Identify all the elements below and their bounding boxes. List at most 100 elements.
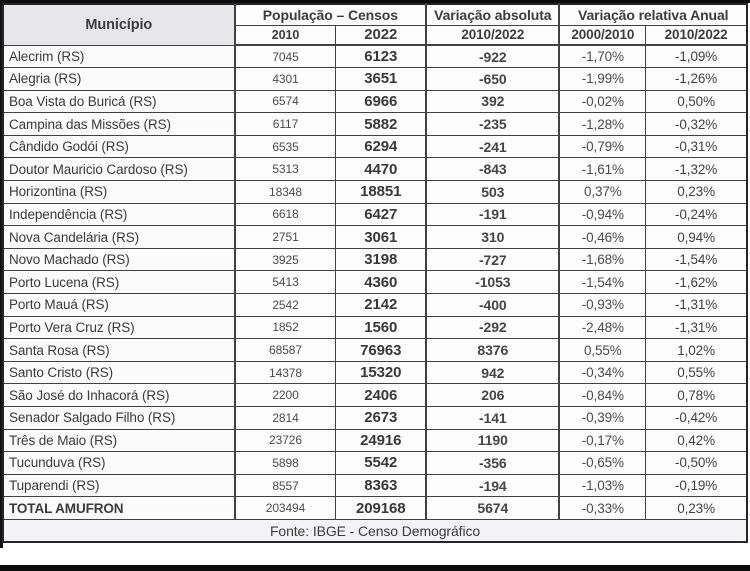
cell-pop-2022: 6427 <box>335 202 427 227</box>
cell-pop-2022: 6123 <box>335 44 427 69</box>
table-row: Campina das Missões (RS) 6117 5882 -235 -1,2… <box>2 112 748 136</box>
cell-var-rel-2000-2010: -0,79% <box>558 134 647 159</box>
cell-municipio: Senador Salgado Filho (RS) <box>2 406 236 430</box>
cell-var-absoluta: -1053 <box>425 270 560 295</box>
cell-var-rel-2000-2010: -0,39% <box>558 406 647 430</box>
cell-pop-2022: 209168 <box>335 496 427 520</box>
cell-var-rel-2000-2010: -1,28% <box>558 112 647 136</box>
cell-var-rel-2010-2022: -0,19% <box>645 473 748 498</box>
cell-var-absoluta: -292 <box>425 315 560 340</box>
table-row: Três de Maio (RS) 23726 24916 1190 -0,17% 0,4… <box>2 428 748 453</box>
cell-var-absoluta: 8376 <box>425 338 560 362</box>
table-footer: Fonte: IBGE - Censo Demográfico <box>2 518 748 543</box>
cell-var-rel-2000-2010: -0,94% <box>558 202 647 227</box>
cell-pop-2010: 68587 <box>233 338 337 362</box>
cell-pop-2022: 8363 <box>335 473 427 498</box>
cell-var-rel-2000-2010: -0,93% <box>558 293 647 317</box>
table-row: São José do Inhacorá (RS) 2200 2406 206 -0,8… <box>2 383 748 407</box>
table-row: Santo Cristo (RS) 14378 15320 942 -0,34% 0,55… <box>2 360 748 385</box>
cell-var-rel-2000-2010: -0,34% <box>558 360 647 385</box>
table-row: Novo Machado (RS) 3925 3198 -727 -1,68% -1,54… <box>2 247 748 272</box>
total-row: TOTAL AMUFRON 203494 209168 5674 -0,33% 0,23% <box>2 496 748 520</box>
cell-municipio: TOTAL AMUFRON <box>2 496 236 520</box>
table-body: Alecrim (RS) 7045 6123 -922 -1,70% -1,09% Aleg… <box>2 44 748 520</box>
header-vr-2010-2022: 2010/2022 <box>645 24 748 46</box>
cell-var-rel-2010-2022: -1,09% <box>645 44 748 69</box>
cell-var-absoluta: -141 <box>425 406 560 430</box>
cell-var-rel-2010-2022: 0,50% <box>645 89 748 114</box>
source-row: Fonte: IBGE - Censo Demográfico <box>2 518 748 543</box>
header-year-2010: 2010 <box>233 24 337 46</box>
cell-var-absoluta: -922 <box>425 44 560 69</box>
cell-var-rel-2010-2022: -0,32% <box>645 112 748 136</box>
cell-var-absoluta: 310 <box>425 225 560 249</box>
source-note: Fonte: IBGE - Censo Demográfico <box>2 518 748 543</box>
cell-var-rel-2000-2010: -1,99% <box>558 67 647 91</box>
cell-pop-2022: 2142 <box>335 293 427 317</box>
cell-municipio: São José do Inhacorá (RS) <box>2 383 236 407</box>
cell-municipio: Santa Rosa (RS) <box>2 338 236 362</box>
cell-pop-2010: 4301 <box>233 67 337 91</box>
cell-var-absoluta: 206 <box>425 383 560 407</box>
cell-pop-2022: 1560 <box>335 315 427 340</box>
table-row: Porto Lucena (RS) 5413 4360 -1053 -1,54% -1,6… <box>2 270 748 295</box>
cell-pop-2022: 76963 <box>335 338 427 362</box>
cell-var-rel-2010-2022: -0,31% <box>645 134 748 159</box>
cell-pop-2010: 18348 <box>233 180 337 204</box>
cell-var-rel-2010-2022: -1,32% <box>645 157 748 182</box>
cell-var-rel-2010-2022: -1,62% <box>645 270 748 295</box>
table-row: Tuparendi (RS) 8557 8363 -194 -1,03% -0,19% <box>2 473 748 498</box>
header-group-row: Município População – Censos Variação ab… <box>2 3 748 46</box>
table-row: Horizontina (RS) 18348 18851 503 0,37% 0,23% <box>2 180 748 204</box>
cell-var-rel-2010-2022: -1,54% <box>645 247 748 272</box>
cell-var-rel-2010-2022: -1,26% <box>645 67 748 91</box>
cell-var-absoluta: 1190 <box>425 428 560 453</box>
header-vr-2000-2010: 2000/2010 <box>558 24 647 46</box>
table-header: Município População – Censos Variação ab… <box>2 3 748 46</box>
cell-var-rel-2010-2022: -1,31% <box>645 293 748 317</box>
cell-pop-2022: 2673 <box>335 406 427 430</box>
table-row: Alegria (RS) 4301 3651 -650 -1,99% -1,26% <box>2 67 748 91</box>
cell-pop-2022: 5542 <box>335 451 427 475</box>
cell-municipio: Independência (RS) <box>2 202 236 227</box>
cell-pop-2022: 4360 <box>335 270 427 295</box>
cell-pop-2010: 6535 <box>233 134 337 159</box>
cell-var-rel-2010-2022: -0,42% <box>645 406 748 430</box>
cell-pop-2010: 6618 <box>233 202 337 227</box>
cell-municipio: Alegria (RS) <box>2 67 236 91</box>
cell-pop-2022: 15320 <box>335 360 427 385</box>
cell-pop-2022: 2406 <box>335 383 427 407</box>
cell-pop-2010: 5898 <box>233 451 337 475</box>
cell-municipio: Campina das Missões (RS) <box>2 112 236 136</box>
cell-municipio: Boa Vista do Buricá (RS) <box>2 89 236 114</box>
cell-var-absoluta: -241 <box>425 134 560 159</box>
cell-var-rel-2000-2010: -0,33% <box>558 496 647 520</box>
cell-pop-2010: 2751 <box>233 225 337 249</box>
cell-var-absoluta: -727 <box>425 247 560 272</box>
cell-municipio: Santo Cristo (RS) <box>2 360 236 385</box>
cell-var-absoluta: -356 <box>425 451 560 475</box>
cell-municipio: Cândido Godói (RS) <box>2 134 236 159</box>
cell-var-rel-2010-2022: 0,42% <box>645 428 748 453</box>
cell-municipio: Alecrim (RS) <box>2 44 236 69</box>
cell-var-rel-2000-2010: -1,70% <box>558 44 647 69</box>
cell-var-rel-2000-2010: -1,68% <box>558 247 647 272</box>
table-row: Alecrim (RS) 7045 6123 -922 -1,70% -1,09% <box>2 44 748 69</box>
cell-pop-2022: 6294 <box>335 134 427 159</box>
cell-municipio: Doutor Mauricio Cardoso (RS) <box>2 157 236 182</box>
cell-var-rel-2000-2010: -0,46% <box>558 225 647 249</box>
header-sub-row: 2010 2022 2010/2022 2000/2010 2010/2022 <box>3 24 748 46</box>
header-variacao-relativa-anual: Variação relativa Anual <box>558 3 748 26</box>
cell-pop-2010: 2200 <box>233 383 337 407</box>
header-municipio: Município <box>2 3 236 46</box>
table-row: Santa Rosa (RS) 68587 76963 8376 0,55% 1,02% <box>2 338 748 362</box>
cell-pop-2022: 3061 <box>335 225 427 249</box>
table-row: Tucunduva (RS) 5898 5542 -356 -0,65% -0,50% <box>2 451 748 475</box>
cell-var-absoluta: -400 <box>425 293 560 317</box>
cell-pop-2010: 1852 <box>233 315 337 340</box>
cell-var-rel-2010-2022: 0,55% <box>645 360 748 385</box>
cell-pop-2010: 5413 <box>233 270 337 295</box>
cell-municipio: Novo Machado (RS) <box>2 247 236 272</box>
cell-municipio: Horizontina (RS) <box>2 180 236 204</box>
cell-var-rel-2000-2010: -2,48% <box>558 315 647 340</box>
